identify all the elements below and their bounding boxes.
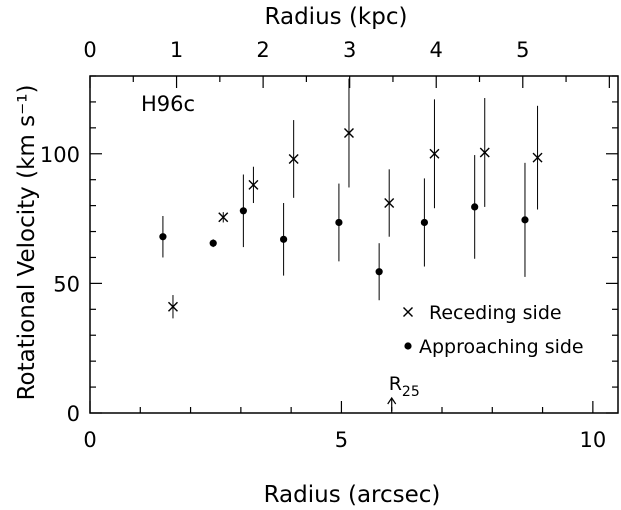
x2-tick-label: 3 bbox=[343, 38, 356, 62]
r25-label: R25 bbox=[389, 373, 420, 400]
dot-marker bbox=[159, 233, 167, 241]
legend-label-receding: Receding side bbox=[429, 302, 562, 324]
series-receding bbox=[167, 78, 543, 319]
cross-marker bbox=[343, 128, 354, 139]
data-point bbox=[239, 174, 247, 248]
cross-stroke bbox=[218, 212, 229, 223]
cross-stroke bbox=[403, 307, 413, 317]
cross-marker bbox=[429, 148, 440, 159]
dot-marker bbox=[420, 218, 428, 227]
x-axis: 0 5 10 Radius (arcsec) bbox=[83, 401, 606, 508]
x-tick-label: 5 bbox=[335, 428, 348, 452]
cross-stroke bbox=[288, 153, 299, 164]
cross-marker bbox=[532, 152, 543, 163]
cross-stroke bbox=[532, 152, 543, 163]
data-point bbox=[343, 78, 354, 188]
r25-annotation: R25 bbox=[387, 373, 420, 411]
cross-stroke bbox=[479, 147, 490, 158]
data-point bbox=[429, 99, 440, 209]
data-point bbox=[209, 239, 217, 248]
cross-marker bbox=[479, 147, 490, 158]
data-point bbox=[471, 155, 479, 259]
x2-tick-label: 2 bbox=[256, 38, 269, 62]
panel-label: H96c bbox=[141, 92, 195, 116]
cross-marker bbox=[167, 301, 178, 312]
data-point bbox=[280, 203, 288, 276]
legend-label-approaching: Approaching side bbox=[419, 336, 584, 358]
data-point bbox=[248, 166, 259, 204]
data-point bbox=[288, 120, 299, 198]
legend: Receding side Approaching side bbox=[403, 302, 584, 358]
cross-stroke bbox=[167, 301, 178, 312]
x2-tick-label: 5 bbox=[516, 38, 529, 62]
series-approaching bbox=[159, 155, 529, 301]
y-tick-label: 100 bbox=[40, 143, 80, 167]
r25-arrow-head bbox=[387, 396, 397, 405]
legend-dot bbox=[404, 342, 412, 350]
x2-axis: 0 1 2 3 4 5 Radius (kpc) bbox=[83, 4, 610, 88]
dot-marker bbox=[471, 203, 479, 211]
x2-tick-label: 1 bbox=[170, 38, 183, 62]
cross-marker bbox=[248, 179, 259, 190]
data-point bbox=[167, 295, 178, 319]
cross-marker bbox=[403, 307, 413, 317]
cross-stroke bbox=[248, 179, 259, 190]
data-point bbox=[521, 162, 529, 277]
x-tick-label: 0 bbox=[83, 428, 96, 452]
dot-marker bbox=[239, 207, 247, 215]
data-point bbox=[384, 169, 395, 237]
data-point bbox=[375, 243, 383, 301]
data-point bbox=[532, 105, 543, 210]
dot-marker bbox=[335, 218, 343, 227]
dot-marker bbox=[521, 216, 529, 224]
x2-tick-label: 4 bbox=[430, 38, 443, 62]
x2-tick-label: 0 bbox=[83, 38, 96, 62]
data-point bbox=[479, 98, 490, 207]
data-point bbox=[420, 178, 428, 267]
data-point bbox=[218, 212, 229, 223]
x2-axis-title: Radius (kpc) bbox=[265, 4, 408, 30]
y-tick-label: 0 bbox=[67, 402, 80, 426]
x-tick-label: 10 bbox=[579, 428, 606, 452]
dot-marker bbox=[209, 239, 217, 247]
cross-marker bbox=[218, 212, 229, 223]
y-tick-label: 50 bbox=[53, 272, 80, 296]
plot-frame bbox=[89, 75, 619, 414]
cross-stroke bbox=[343, 128, 354, 139]
data-point bbox=[159, 215, 167, 258]
dot-marker bbox=[280, 235, 288, 243]
cross-stroke bbox=[429, 148, 440, 159]
data-point bbox=[335, 183, 343, 262]
y-axis-title: Rotational Velocity (km s⁻¹) bbox=[14, 85, 40, 401]
cross-marker bbox=[384, 198, 395, 209]
cross-stroke bbox=[384, 198, 395, 209]
x-axis-title: Radius (arcsec) bbox=[264, 482, 441, 508]
dot-marker bbox=[375, 268, 383, 276]
cross-marker bbox=[288, 153, 299, 164]
